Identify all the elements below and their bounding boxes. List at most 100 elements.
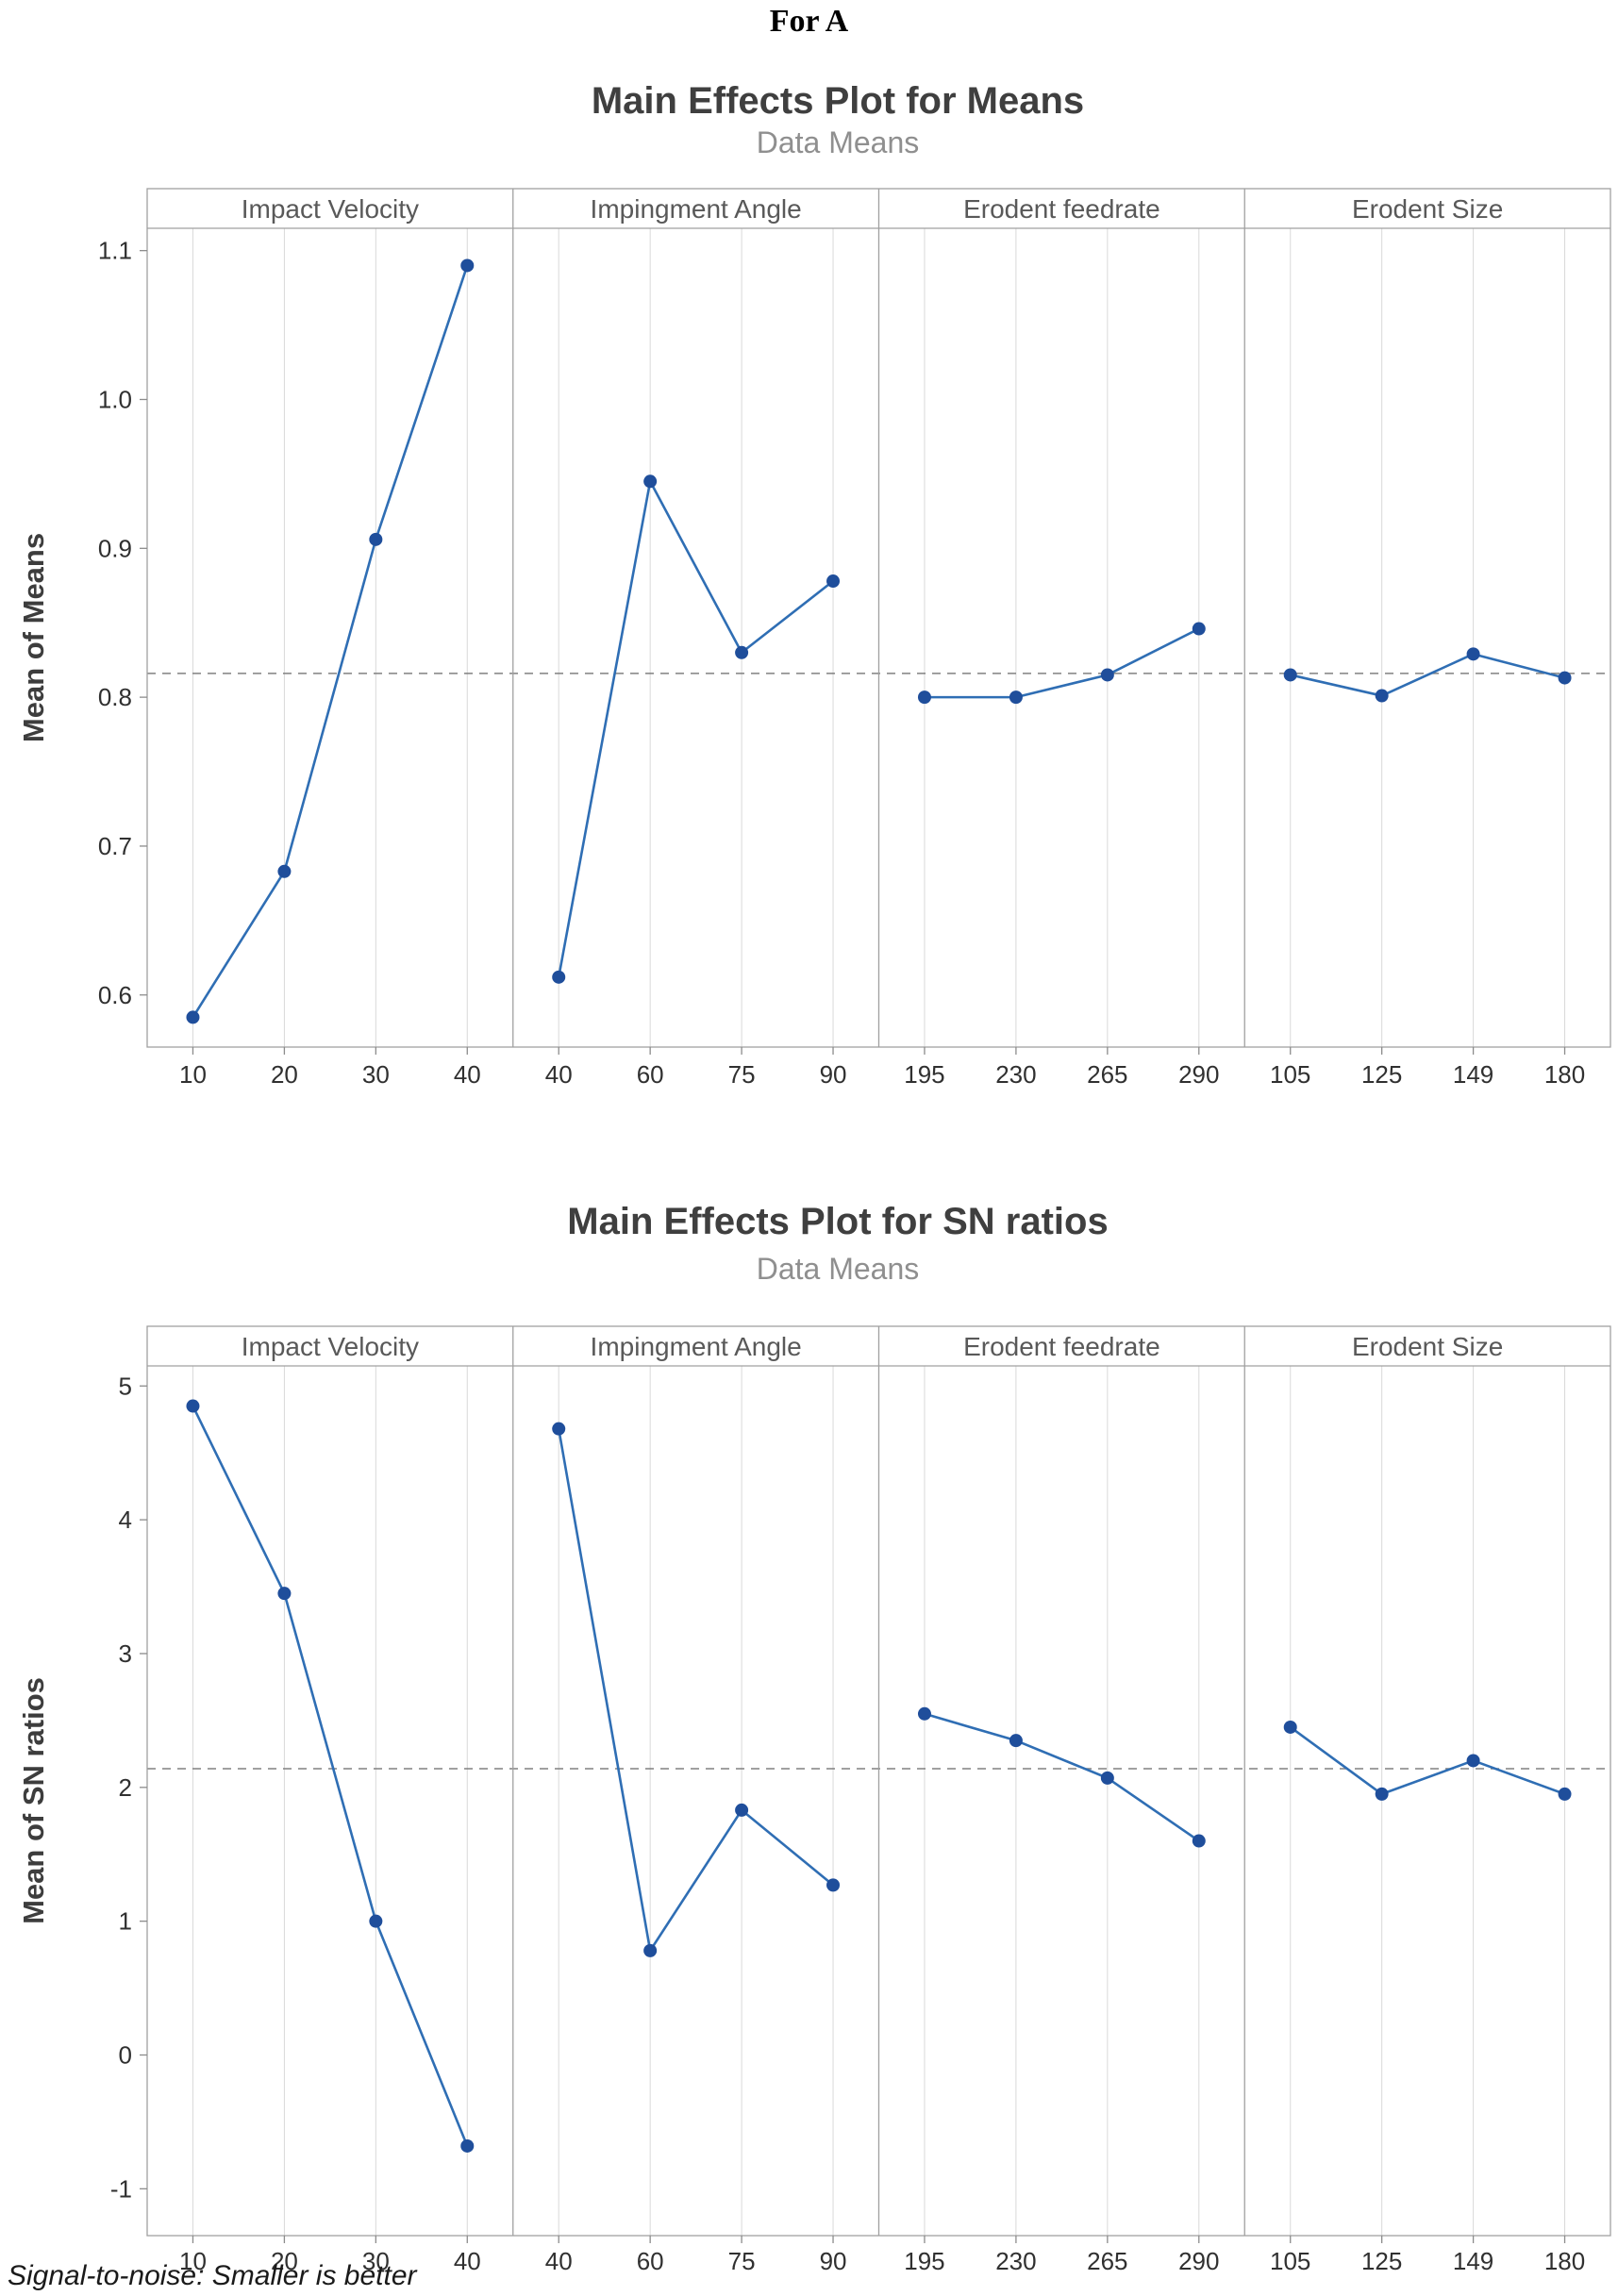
x-tick-label: 290 (1178, 2247, 1219, 2275)
plot-area: 1.1 1.0 0.9 0.8 0.7 0.6 Impact Velocity 10 20 30 4… (98, 188, 1611, 1089)
panel-impingment-angle: Impingment Angle 40 60 75 90 (545, 1332, 847, 2275)
x-tick-label: 180 (1544, 1060, 1585, 1089)
x-tick-label: 60 (637, 1060, 664, 1089)
x-tick-label: 195 (904, 2247, 944, 2275)
y-tick-label: 0.9 (98, 534, 132, 562)
data-point (1283, 668, 1297, 682)
panel-impact-velocity: Impact Velocity 10 20 30 40 (179, 1332, 481, 2275)
data-point (826, 1878, 841, 1892)
panel-label: Impact Velocity (242, 1332, 419, 1361)
x-tick-label: 20 (271, 1060, 298, 1089)
chart-subtitle: Data Means (757, 1252, 920, 1286)
data-point (1375, 689, 1389, 703)
x-tick-label: 40 (545, 1060, 573, 1089)
data-point (1466, 647, 1480, 661)
signal-to-noise-note: Signal-to-noise: Smaller is better (8, 2260, 417, 2291)
x-tick-label: 40 (545, 2247, 573, 2275)
data-point (643, 474, 658, 489)
data-point (1558, 1787, 1572, 1801)
x-tick-label: 195 (904, 1060, 944, 1089)
data-point (277, 864, 292, 878)
y-tick-label: 1 (119, 1907, 132, 1936)
x-tick-label: 30 (362, 2247, 390, 2275)
y-tick-label: 5 (119, 1372, 132, 1400)
series-line (1289, 1725, 1566, 1796)
data-point (1100, 1771, 1114, 1785)
y-axis-label: Mean of Means (17, 533, 50, 742)
means-chart: Main Effects Plot for Means Data Means M… (17, 80, 1611, 1089)
series-line (557, 1427, 835, 1953)
x-tick-label: 105 (1270, 2247, 1310, 2275)
x-tick-label: 90 (820, 1060, 847, 1089)
x-tick-label: 75 (728, 1060, 756, 1089)
x-tick-label: 30 (362, 1060, 390, 1089)
x-tick-label: 105 (1270, 1060, 1310, 1089)
data-point (1375, 1787, 1389, 1801)
panel-erodent-feedrate: Erodent feedrate 195 230 265 290 (904, 194, 1219, 1089)
panel-label: Erodent feedrate (963, 194, 1160, 224)
x-tick-label: 20 (271, 2247, 298, 2275)
x-tick-label: 290 (1178, 1060, 1219, 1089)
data-point (186, 1399, 200, 1413)
data-point (1009, 690, 1023, 705)
data-point (735, 1803, 749, 1817)
data-point (1100, 668, 1114, 682)
data-point (460, 258, 475, 273)
x-tick-label: 40 (454, 1060, 481, 1089)
y-tick-label: 0.7 (98, 832, 132, 860)
y-tick-label: 0.8 (98, 683, 132, 711)
series-line (192, 1405, 469, 2148)
panel-erodent-size: Erodent Size 105 125 149 180 (1270, 1332, 1585, 2275)
chart-title: Main Effects Plot for Means (592, 80, 1084, 122)
y-tick-label: 4 (119, 1506, 132, 1534)
chart-subtitle: Data Means (757, 125, 920, 159)
data-point (1283, 1720, 1297, 1734)
y-tick-label: -1 (110, 2174, 132, 2203)
x-tick-label: 40 (454, 2247, 481, 2275)
y-tick-label: 0.6 (98, 981, 132, 1009)
chart-title: Main Effects Plot for SN ratios (567, 1201, 1108, 1242)
x-tick-label: 149 (1453, 1060, 1493, 1089)
x-tick-label: 230 (995, 2247, 1036, 2275)
data-point (1192, 622, 1206, 636)
data-point (735, 645, 749, 659)
data-point (369, 1914, 383, 1928)
x-tick-label: 180 (1544, 2247, 1585, 2275)
x-tick-label: 60 (637, 2247, 664, 2275)
data-point (826, 574, 841, 589)
panel-label: Impact Velocity (242, 194, 419, 224)
sn-ratios-chart: Main Effects Plot for SN ratios Data Mea… (17, 1201, 1611, 2275)
figure-caption: For A (769, 4, 849, 39)
panel-impingment-angle: Impingment Angle 40 60 75 90 (545, 194, 847, 1089)
data-point (1192, 1834, 1206, 1848)
x-tick-label: 265 (1087, 2247, 1127, 2275)
y-tick-label: 3 (119, 1639, 132, 1668)
data-point (277, 1587, 292, 1601)
data-point (460, 2138, 475, 2153)
data-point (1009, 1734, 1023, 1748)
series-line (923, 1712, 1201, 1842)
data-point (552, 970, 566, 984)
data-point (369, 532, 383, 546)
panel-label: Erodent Size (1352, 194, 1503, 224)
series-line (923, 627, 1201, 699)
x-tick-label: 10 (179, 1060, 207, 1089)
panel-erodent-size: Erodent Size 105 125 149 180 (1270, 194, 1585, 1089)
data-point (186, 1010, 200, 1024)
y-tick-label: 1.1 (98, 237, 132, 265)
panel-erodent-feedrate: Erodent feedrate 195 230 265 290 (904, 1332, 1219, 2275)
panel-label: Erodent feedrate (963, 1332, 1160, 1361)
y-axis-label: Mean of SN ratios (17, 1677, 50, 1924)
x-tick-label: 90 (820, 2247, 847, 2275)
x-tick-label: 125 (1361, 1060, 1402, 1089)
x-tick-label: 265 (1087, 1060, 1127, 1089)
data-point (917, 1706, 931, 1721)
data-point (917, 690, 931, 705)
y-tick-label: 2 (119, 1773, 132, 1802)
y-tick-label: 1.0 (98, 385, 132, 413)
x-tick-label: 149 (1453, 2247, 1493, 2275)
series-line (557, 479, 835, 979)
series-line (192, 264, 469, 1019)
